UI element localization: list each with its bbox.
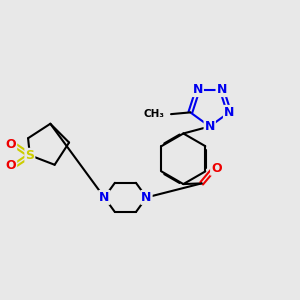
Text: N: N — [99, 191, 110, 204]
Text: N: N — [224, 106, 234, 119]
Text: O: O — [211, 162, 222, 175]
Text: S: S — [26, 149, 34, 162]
Text: N: N — [205, 120, 215, 133]
Text: N: N — [141, 191, 152, 204]
Text: N: N — [193, 83, 203, 96]
Text: N: N — [217, 83, 227, 96]
Text: O: O — [6, 138, 16, 151]
Text: CH₃: CH₃ — [144, 109, 165, 119]
Text: O: O — [6, 159, 16, 172]
